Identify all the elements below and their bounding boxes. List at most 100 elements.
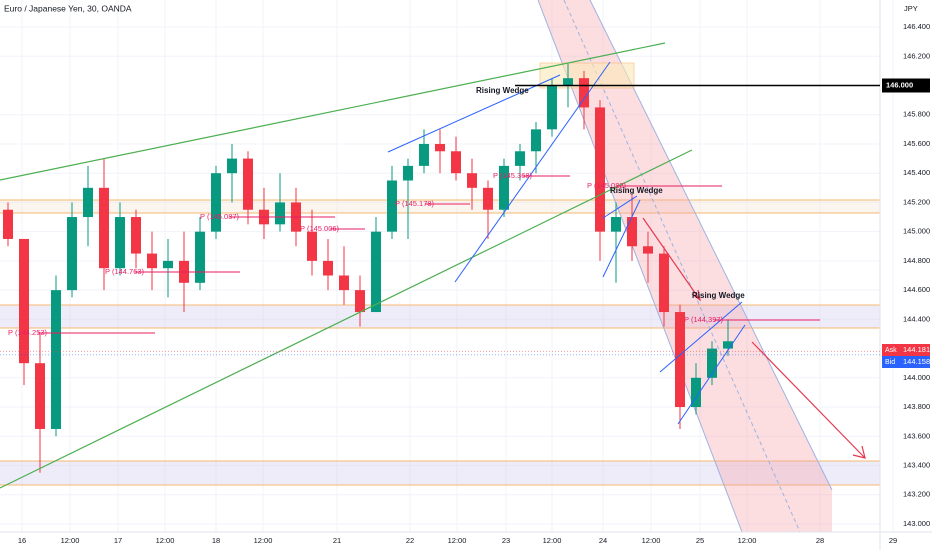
channel bbox=[538, 0, 832, 532]
x-tick-label: 18 bbox=[212, 536, 220, 545]
y-tick-label: 144.600 bbox=[903, 285, 930, 294]
candle-body bbox=[499, 165, 509, 210]
x-tick-label: 12:00 bbox=[61, 536, 80, 545]
candle-body bbox=[51, 290, 61, 429]
candle-body bbox=[99, 187, 109, 269]
x-tick-label: 17 bbox=[114, 536, 122, 545]
ask-box bbox=[882, 344, 930, 356]
y-tick-label: 143.600 bbox=[903, 431, 930, 440]
bid-box bbox=[882, 356, 930, 368]
y-tick-label: 145.200 bbox=[903, 197, 930, 206]
bid-name: Bid bbox=[885, 359, 895, 366]
candle-body bbox=[435, 143, 445, 152]
candle-body bbox=[723, 341, 733, 349]
x-tick-label: 12:00 bbox=[448, 536, 467, 545]
trend-lines bbox=[0, 42, 866, 489]
candle-body bbox=[275, 202, 285, 225]
candle-body bbox=[307, 231, 317, 261]
candle-body bbox=[691, 377, 701, 408]
candle-body bbox=[243, 158, 253, 210]
x-tick-label: 28 bbox=[816, 536, 824, 545]
candle-body bbox=[451, 151, 461, 174]
candle-body bbox=[659, 253, 669, 313]
candle-body bbox=[643, 246, 653, 254]
x-tick-label: 21 bbox=[333, 536, 341, 545]
ask-value: 144.181 bbox=[903, 345, 930, 354]
y-tick-label: 145.400 bbox=[903, 168, 930, 177]
y-tick-label: 143.000 bbox=[903, 519, 930, 528]
pivot-label: P (145.082) bbox=[587, 181, 627, 190]
candle-body bbox=[371, 231, 381, 313]
pivot-label: P (145.006) bbox=[300, 224, 340, 233]
zone bbox=[0, 200, 880, 213]
candle-body bbox=[67, 217, 77, 291]
x-tick-label: 12:00 bbox=[156, 536, 175, 545]
x-tick-label: 12:00 bbox=[738, 536, 757, 545]
y-tick-label: 145.600 bbox=[903, 139, 930, 148]
x-tick-label: 25 bbox=[696, 536, 704, 545]
candle-body bbox=[355, 290, 365, 313]
y-tick-label: 146.200 bbox=[903, 51, 930, 60]
annotation: Rising Wedge bbox=[476, 86, 529, 95]
y-tick-label: 145.000 bbox=[903, 227, 930, 236]
candle-body bbox=[163, 260, 173, 269]
pivot-label: P (144.397) bbox=[684, 315, 724, 324]
y-tick-label: 143.800 bbox=[903, 402, 930, 411]
x-tick-label: 22 bbox=[406, 536, 414, 545]
candle-body bbox=[531, 129, 541, 152]
chart-title: Euro / Japanese Yen, 30, OANDA bbox=[4, 3, 132, 13]
pivot-label: P (145.178) bbox=[395, 199, 435, 208]
annotation: Rising Wedge bbox=[692, 291, 745, 300]
x-tick-label: 29 bbox=[889, 536, 897, 545]
y-tick-label: 146.400 bbox=[903, 22, 930, 31]
zone bbox=[0, 461, 880, 485]
y-tick-label: 145.800 bbox=[903, 110, 930, 119]
candle-body bbox=[195, 231, 205, 283]
candle-body bbox=[595, 107, 605, 232]
y-tick-label: 143.400 bbox=[903, 460, 930, 469]
pivot-label: P (144.253) bbox=[8, 328, 48, 337]
candle-body bbox=[35, 363, 45, 429]
candle-body bbox=[419, 143, 429, 166]
grid bbox=[0, 0, 894, 532]
candle-body bbox=[147, 253, 157, 269]
candle-body bbox=[675, 312, 685, 408]
x-tick-label: 12:00 bbox=[254, 536, 273, 545]
x-tick-label: 23 bbox=[502, 536, 510, 545]
candle-body bbox=[467, 173, 477, 188]
y-tick-label: 143.200 bbox=[903, 490, 930, 499]
candle-body bbox=[547, 85, 557, 130]
pivot-label: P (145.087) bbox=[200, 212, 240, 221]
candle-body bbox=[323, 260, 333, 276]
pivot-label: P (144.763) bbox=[105, 267, 145, 276]
level-label-box bbox=[882, 78, 930, 93]
bid-value: 144.158 bbox=[903, 357, 930, 366]
candle-body bbox=[563, 78, 573, 86]
x-tick-label: 12:00 bbox=[642, 536, 661, 545]
candle-body bbox=[83, 187, 93, 218]
annotation: Rising Wedge bbox=[610, 186, 663, 195]
ask-name: Ask bbox=[885, 347, 897, 354]
candle-body bbox=[627, 217, 637, 247]
pivot-label: P (145.368) bbox=[493, 171, 533, 180]
candle-body bbox=[707, 348, 717, 378]
candle-body bbox=[611, 217, 621, 232]
x-tick-label: 24 bbox=[599, 536, 607, 545]
candle-body bbox=[19, 238, 29, 364]
candle-body bbox=[403, 165, 413, 181]
x-tick-label: 16 bbox=[18, 536, 26, 545]
candle-body bbox=[515, 151, 525, 166]
candle-body bbox=[115, 217, 125, 269]
candle-body bbox=[227, 158, 237, 174]
x-tick-label: 12:00 bbox=[543, 536, 562, 545]
currency-label: JPY bbox=[904, 4, 918, 13]
candle-body bbox=[483, 187, 493, 210]
candle-body bbox=[131, 217, 141, 254]
candle-body bbox=[339, 275, 349, 291]
y-tick-label: 144.400 bbox=[903, 314, 930, 323]
candles bbox=[3, 63, 733, 473]
candle-body bbox=[579, 78, 589, 108]
